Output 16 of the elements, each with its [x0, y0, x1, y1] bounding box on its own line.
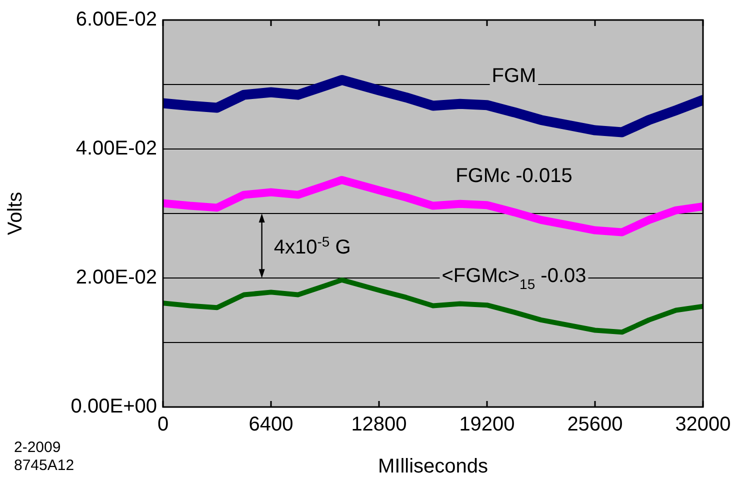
- x-tick-label: 0: [157, 414, 169, 436]
- text: 8745A12: [14, 457, 74, 474]
- x-tick-label: 25600: [567, 414, 623, 436]
- y-tick-label: 0.00E+00: [70, 396, 157, 418]
- series-label: FGM: [492, 65, 536, 88]
- x-axis-title: MIlliseconds: [378, 456, 488, 478]
- x-tick-label: 32000: [675, 414, 731, 436]
- y-tick-label: 4.00E-02: [76, 138, 157, 160]
- y-axis-title: Volts: [4, 192, 27, 236]
- x-tick-label: 19200: [459, 414, 515, 436]
- text: 2-2009: [14, 439, 61, 456]
- y-tick-label: 6.00E-02: [76, 8, 157, 31]
- series-label: FGMc -0.015: [456, 165, 572, 188]
- x-tick-label: 12800: [351, 414, 407, 436]
- x-tick-label: 6400: [248, 414, 294, 436]
- y-tick-label: 2.00E-02: [76, 266, 157, 289]
